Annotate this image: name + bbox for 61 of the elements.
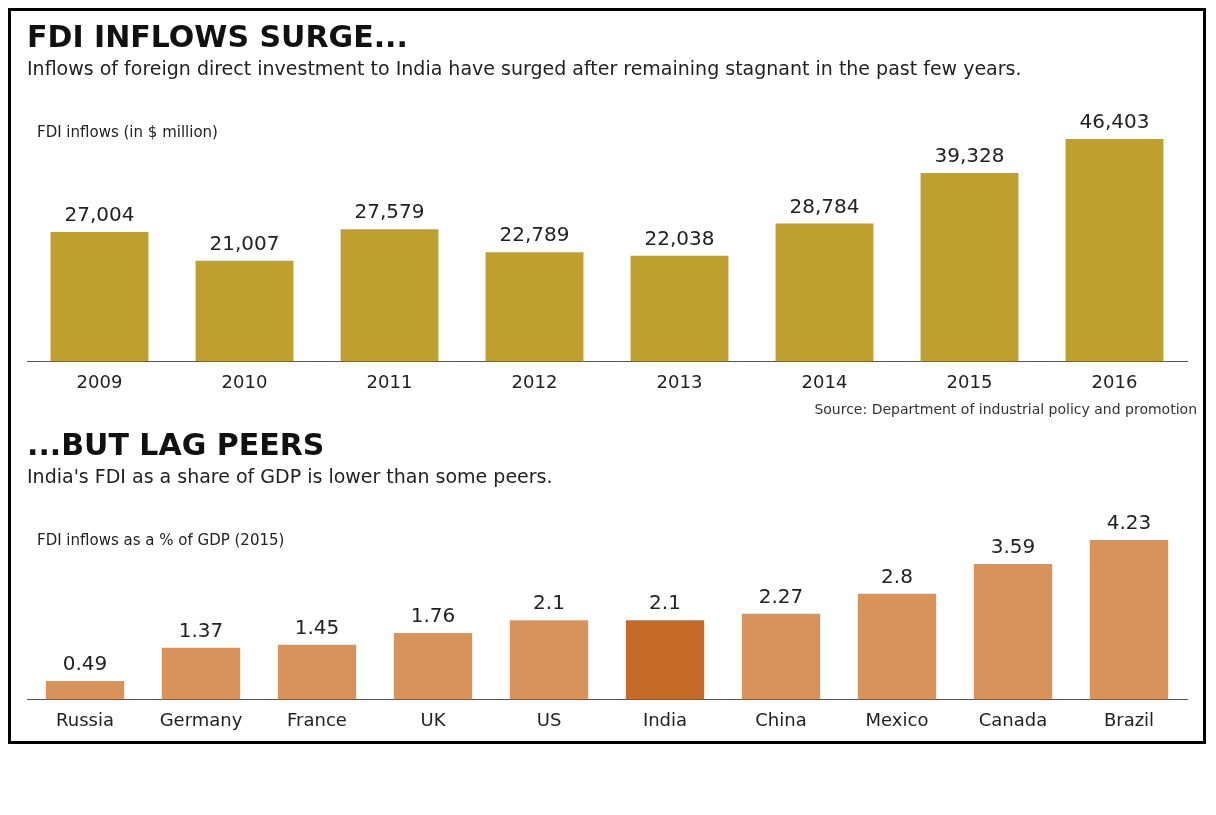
x-tick-label: Canada [978,708,1048,730]
y-axis-title: FDI inflows as a % of GDP (2015) [37,531,285,550]
data-label: 28,784 [789,193,860,218]
data-label: 3.59 [990,534,1036,559]
bar [277,644,357,700]
x-tick-label: Mexico [865,708,929,730]
chart-title: ...BUT LAG PEERS [27,426,325,462]
bar [1065,139,1164,362]
x-tick-label: US [536,708,562,730]
y-axis-title: FDI inflows (in $ million) [37,123,218,142]
x-tick-label: Brazil [1103,708,1155,730]
x-tick-label: 2013 [656,370,703,392]
bar [485,252,584,362]
x-tick-label: 2009 [76,370,123,392]
bar [393,633,473,700]
data-label: 27,579 [354,199,425,224]
x-tick-label: China [755,708,807,730]
chart-title: FDI INFLOWS SURGE... [27,18,408,54]
bar [741,613,821,700]
data-label: 27,004 [64,202,135,227]
bar [45,680,125,700]
x-tick-label: 2015 [946,370,993,392]
x-tick-label: 2012 [511,370,558,392]
x-tick-label: 2011 [366,370,413,392]
bar [509,620,589,700]
data-label: 46,403 [1079,109,1150,134]
data-label: 2.27 [758,584,804,609]
x-tick-label: France [287,708,347,730]
chart-subtitle: Inflows of foreign direct investment to India have surged after remaining stagnant in the past few years. [27,57,1022,80]
bar [195,260,294,362]
x-tick-label: Russia [56,708,114,730]
data-label: 0.49 [62,651,108,676]
x-tick-label: 2016 [1091,370,1138,392]
data-label: 22,038 [644,226,715,250]
bar [630,255,729,362]
data-label: 4.23 [1106,510,1152,535]
x-tick-label: Germany [159,708,243,730]
bar [1089,539,1169,700]
bar [775,223,874,362]
bar [973,564,1053,700]
x-tick-label: India [642,708,688,730]
data-label: 2.1 [649,590,681,615]
x-tick-label: 2010 [221,370,268,392]
bar [625,620,705,700]
x-tick-label: UK [420,708,447,730]
bar [920,172,1019,362]
data-label: 1.45 [294,614,340,639]
data-label: 2.1 [533,590,565,615]
x-tick-label: 2014 [801,370,848,392]
bar [340,229,439,362]
data-label: 2.8 [881,564,913,589]
data-label: 39,328 [934,143,1005,168]
bar [857,593,937,700]
data-label: 21,007 [209,230,280,255]
data-label: 22,789 [499,222,570,247]
bar [161,647,241,700]
chart-subtitle: India's FDI as a share of GDP is lower than some peers. [27,465,553,488]
data-label: 1.37 [178,617,224,642]
data-label: 1.76 [410,603,456,628]
source-note: Source: Department of industrial policy and promotion [813,401,1197,417]
bar [50,232,149,362]
